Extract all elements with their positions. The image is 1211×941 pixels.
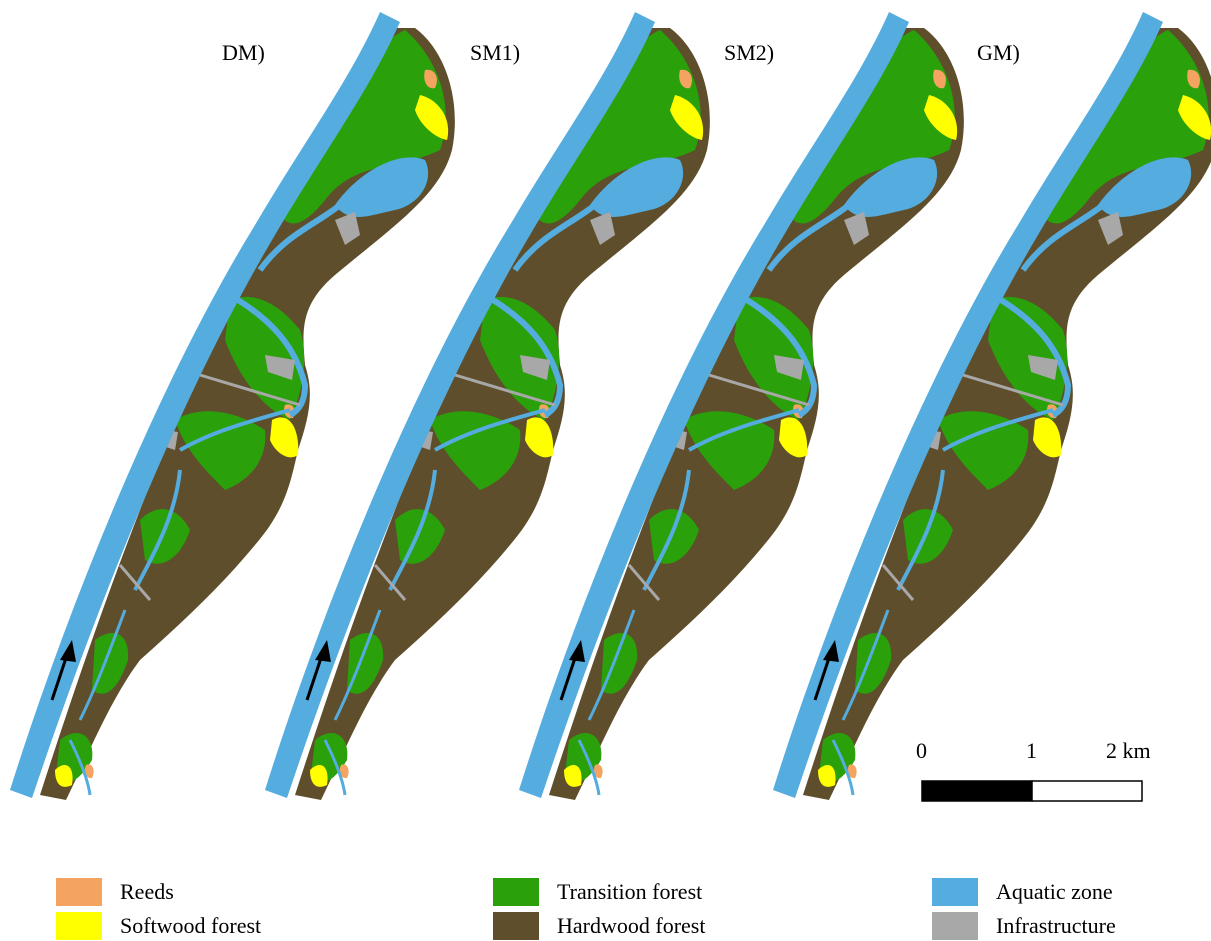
panel-title-gm: GM)	[977, 40, 1020, 65]
legend-item-transition: Transition forest	[493, 877, 702, 907]
scale-bar-segment-white	[1031, 780, 1143, 802]
panel-title-sm2: SM2)	[724, 40, 775, 65]
legend-swatch	[493, 912, 539, 940]
legend-label: Infrastructure	[996, 913, 1116, 938]
panel-title-dm: DM)	[222, 40, 265, 65]
legend-item-aquatic: Aquatic zone	[932, 877, 1113, 907]
legend-swatch	[932, 878, 978, 906]
scale-label-1: 1	[1026, 738, 1037, 763]
panel-title-sm1: SM1)	[470, 40, 521, 65]
legend-label: Aquatic zone	[996, 879, 1113, 904]
scale-bar-segment-black	[921, 780, 1033, 802]
legend-label: Reeds	[120, 879, 174, 904]
legend-swatch	[493, 878, 539, 906]
legend-swatch	[56, 912, 102, 940]
legend-label: Transition forest	[557, 879, 703, 904]
legend-label: Softwood forest	[120, 913, 262, 938]
legend-item-reeds: Reeds	[56, 877, 174, 907]
scale-label-0: 0	[916, 738, 927, 763]
map-panel-dm	[10, 12, 455, 800]
scale-label-2: 2 km	[1106, 738, 1151, 763]
legend-label: Hardwood forest	[557, 913, 706, 938]
legend-swatch	[56, 878, 102, 906]
legend-item-softwood: Softwood forest	[56, 911, 261, 941]
legend-swatch	[932, 912, 978, 940]
legend-item-hardwood: Hardwood forest	[493, 911, 705, 941]
legend-item-infrastructure: Infrastructure	[932, 911, 1116, 941]
